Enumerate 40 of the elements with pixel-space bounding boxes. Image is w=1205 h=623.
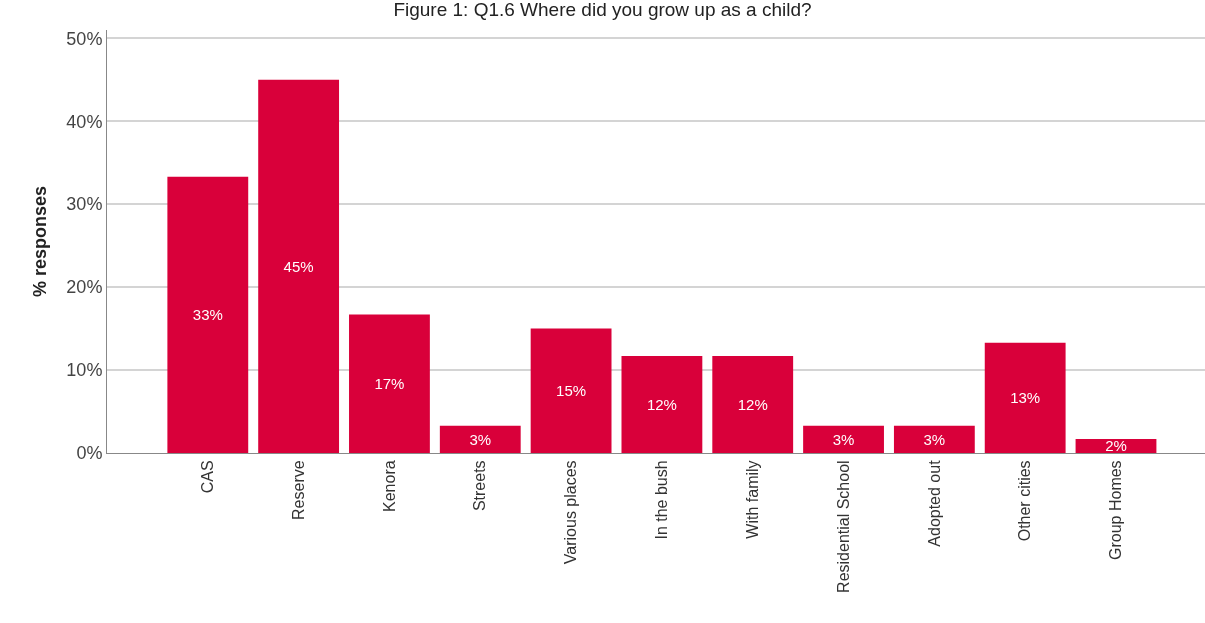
- data-label: 17%: [374, 375, 405, 393]
- y-tick-label: 50%: [66, 28, 103, 49]
- y-tick-label: 10%: [66, 360, 103, 381]
- bar: [621, 355, 703, 453]
- y-tick-label: 30%: [66, 194, 103, 215]
- data-label: 3%: [832, 430, 855, 448]
- y-axis-title: % responses: [29, 185, 50, 298]
- x-tick-label: Other cities: [1016, 460, 1034, 542]
- x-tick-label: Kenora: [380, 460, 398, 512]
- bar: [984, 342, 1066, 453]
- data-label: 45%: [283, 257, 314, 275]
- bar: [439, 425, 521, 453]
- data-label: 3%: [469, 430, 492, 448]
- y-tick-label: 40%: [66, 111, 103, 132]
- x-tick-label: Various places: [562, 460, 580, 565]
- data-label: 2%: [1105, 437, 1127, 455]
- bar: [258, 79, 340, 453]
- bar: [530, 328, 612, 453]
- data-label: 13%: [1010, 389, 1041, 407]
- x-tick-label: Reserve: [289, 460, 307, 520]
- data-label: 3%: [923, 430, 946, 448]
- data-label: 15%: [556, 382, 587, 400]
- x-tick-label: Adopted out: [925, 459, 943, 547]
- y-tick-label: 0%: [76, 443, 103, 464]
- x-tick-label: Group Homes: [1107, 460, 1125, 560]
- bar: [893, 425, 975, 453]
- x-tick-label: Residential School: [834, 460, 852, 593]
- chart-title: Figure 1: Q1.6 Where did you grow up as a child?: [393, 0, 812, 21]
- data-label: 12%: [646, 395, 677, 413]
- bar: [712, 355, 794, 453]
- bar: [167, 176, 249, 453]
- x-tick-label: With family: [743, 460, 761, 539]
- y-tick-label: 20%: [66, 277, 103, 298]
- x-tick-label: CAS: [199, 460, 217, 494]
- x-tick-label: Streets: [471, 460, 489, 512]
- data-label: 33%: [192, 306, 223, 324]
- bar: [349, 314, 430, 453]
- data-label: 12%: [737, 395, 768, 413]
- x-tick-label: In the bush: [653, 460, 671, 540]
- bar: [803, 425, 884, 453]
